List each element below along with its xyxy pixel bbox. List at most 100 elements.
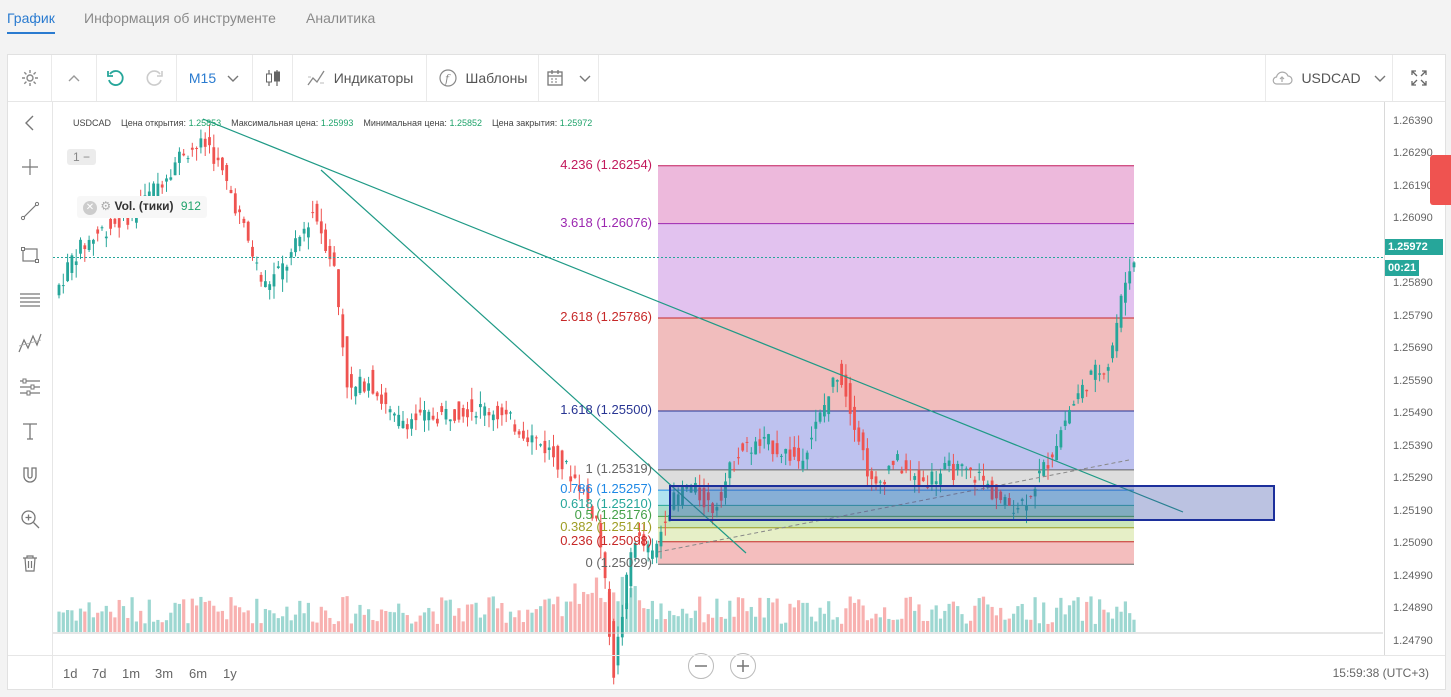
volume-bar [1085, 601, 1089, 632]
volume-bar [259, 623, 263, 632]
candle-body [160, 184, 164, 188]
text-tool[interactable] [8, 409, 52, 453]
candle-body [440, 406, 444, 412]
last-price-badge: 1.25972 [1385, 239, 1443, 255]
rectangle-tool[interactable] [8, 233, 52, 277]
volume-bar [865, 620, 869, 632]
volume-bar [517, 610, 521, 632]
volume-bar [917, 604, 921, 632]
collapse-panel-button[interactable] [8, 101, 52, 145]
candle-body [827, 396, 831, 415]
candle-body [229, 189, 233, 194]
candle-body [367, 383, 370, 391]
volume-bar [779, 623, 783, 632]
period-3m[interactable]: 3m [155, 666, 174, 681]
volume-bar [1123, 601, 1127, 632]
ohlc-info: USDCAD Цена открытия: 1.25853 Максимальн… [73, 118, 592, 128]
chevron-down-icon [579, 75, 590, 82]
candle-body [233, 193, 237, 214]
collapse-button[interactable] [52, 55, 97, 101]
side-alert-tab[interactable] [1430, 155, 1451, 205]
volume-bar [607, 591, 611, 632]
volume-bar [715, 598, 719, 632]
period-1d[interactable]: 1d [63, 666, 78, 681]
volume-bar [981, 596, 986, 632]
candle-body [1132, 262, 1136, 268]
chart-area[interactable]: USDCAD Цена открытия: 1.25853 Максимальн… [53, 102, 1383, 685]
candle-body [109, 218, 112, 229]
zoom-in-button[interactable] [730, 653, 756, 679]
volume-bar [250, 623, 255, 632]
volume-bar [629, 588, 633, 632]
candle-body [586, 485, 590, 501]
delete-drawings-button[interactable] [8, 541, 52, 585]
volume-bar [788, 603, 792, 632]
tab-chart[interactable]: График [7, 10, 55, 34]
undo-button[interactable] [97, 55, 133, 101]
timeframe-label: M15 [188, 70, 217, 86]
candle-body [762, 436, 766, 439]
candle-body [1098, 373, 1101, 375]
indicators-button[interactable]: Индикаторы [293, 55, 427, 101]
volume-bar [960, 614, 964, 632]
zoom-tool[interactable] [8, 497, 52, 541]
patterns-tool[interactable] [8, 321, 52, 365]
timeframe-select[interactable]: M15 [177, 55, 253, 101]
volume-bar [956, 606, 960, 632]
candle-body [410, 419, 413, 429]
candle-body [784, 448, 788, 454]
volume-bar [160, 622, 164, 632]
candle-body [1059, 430, 1063, 448]
period-7d[interactable]: 7d [92, 666, 107, 681]
info-high: 1.25993 [320, 118, 354, 128]
volume-remove-icon[interactable]: ✕ [83, 201, 97, 215]
volume-bar [573, 583, 577, 632]
candle-body [995, 484, 998, 499]
candle-body [479, 404, 482, 408]
crosshair-tool[interactable] [8, 145, 52, 189]
settings-button[interactable] [8, 55, 52, 101]
volume-bar [1093, 623, 1097, 632]
volume-bar [676, 616, 680, 632]
volume-settings-icon[interactable]: ⚙ [100, 199, 112, 213]
candle-body [797, 447, 800, 462]
volume-bar [1128, 613, 1132, 632]
volume-bar [736, 597, 740, 632]
symbol-select[interactable]: USDCAD [1265, 55, 1393, 101]
volume-bar [461, 621, 465, 632]
candle-body [599, 523, 603, 548]
candle-body [840, 363, 843, 385]
fib-level-label: 0.382 (1.25141) [560, 518, 652, 534]
candle-body [689, 485, 693, 493]
crosshair-icon [22, 159, 38, 175]
candle-body [900, 470, 904, 474]
period-1m[interactable]: 1m [122, 666, 141, 681]
period-6m[interactable]: 6m [189, 666, 208, 681]
volume-bar [440, 597, 444, 632]
magnet-tool[interactable] [8, 453, 52, 497]
volume-bar [147, 599, 151, 632]
fib-level-label: 4.236 (1.26254) [560, 156, 652, 172]
pane-index[interactable]: 1 − [67, 149, 97, 165]
price-tick: 1.25890 [1393, 277, 1433, 290]
tab-instrument-info[interactable]: Информация об инструменте [84, 10, 276, 26]
info-close-label: Цена закрытия: [492, 118, 558, 128]
fullscreen-button[interactable] [1393, 55, 1445, 101]
candle-body [491, 414, 495, 421]
fib-level-label: 3.618 (1.26076) [560, 214, 652, 230]
fibonacci-tool[interactable] [8, 365, 52, 409]
templates-button[interactable]: f Шаблоны [427, 55, 539, 101]
chart-type-button[interactable] [253, 55, 293, 101]
period-1y[interactable]: 1y [223, 666, 237, 681]
redo-button[interactable] [133, 55, 177, 101]
volume-bar [680, 608, 685, 632]
candle-body [513, 424, 517, 432]
channels-tool[interactable] [8, 277, 52, 321]
zoom-out-button[interactable] [688, 653, 714, 679]
candle-body [767, 434, 770, 445]
tab-analytics[interactable]: Аналитика [306, 10, 376, 26]
price-axis[interactable]: 1.263901.262901.261901.260901.259901.258… [1384, 102, 1446, 655]
calendar-button[interactable] [539, 55, 599, 101]
price-chart[interactable] [53, 102, 1383, 685]
trendline-tool[interactable] [8, 189, 52, 233]
